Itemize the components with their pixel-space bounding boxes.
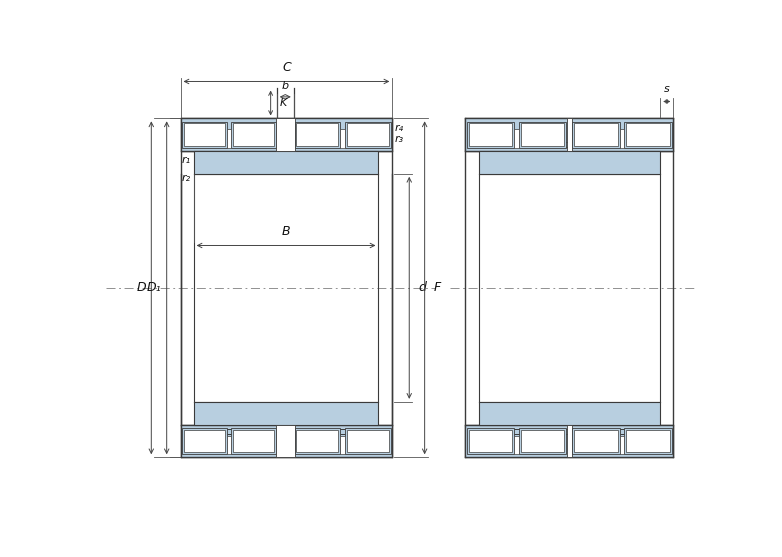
Bar [521,430,565,452]
Bar [233,430,274,452]
Bar [182,121,227,148]
Bar [620,436,625,454]
Text: r₁: r₁ [181,155,191,165]
Bar [345,121,391,148]
Bar [521,124,565,146]
Text: C: C [282,61,291,74]
Bar [182,428,227,454]
Bar [479,141,660,147]
Bar [465,119,673,151]
Bar [231,121,276,148]
Bar [194,402,378,425]
Bar [181,119,393,151]
Text: r₄: r₄ [395,123,404,133]
Bar [465,425,673,457]
Bar [519,428,566,454]
Bar [575,430,618,452]
Bar [572,428,620,454]
Text: K: K [280,98,287,108]
Bar [184,124,225,146]
Text: D₁: D₁ [147,281,161,294]
Text: F: F [434,281,441,294]
Text: r₃: r₃ [395,134,404,144]
Bar [227,129,231,148]
Bar [194,429,378,434]
Bar [567,425,572,457]
Text: r₂: r₂ [181,173,191,183]
Bar [347,124,389,146]
Bar [181,425,393,457]
Bar [347,430,389,452]
Bar [340,129,345,148]
Bar [296,124,339,146]
Bar [626,430,670,452]
Bar [276,119,295,151]
Bar [296,430,339,452]
Bar [227,436,231,454]
Bar [575,124,618,146]
Bar [194,151,378,174]
Text: d: d [418,281,426,294]
Bar [233,124,274,146]
Bar [626,124,670,146]
Bar [519,121,566,148]
Bar [625,428,672,454]
Bar [469,124,512,146]
Bar [467,428,515,454]
Bar [194,141,378,147]
Bar [469,430,512,452]
Bar [479,402,660,425]
Bar [479,151,660,174]
Bar [625,121,672,148]
Bar [572,121,620,148]
Bar [231,428,276,454]
Bar [479,429,660,434]
Bar [184,430,225,452]
Text: D: D [136,281,146,294]
Text: s: s [664,84,669,94]
Text: B: B [282,225,290,238]
Text: b: b [282,81,289,91]
Bar [340,436,345,454]
Bar [276,425,295,457]
Bar [345,428,391,454]
Bar [620,129,625,148]
Bar [515,129,519,148]
Bar [567,119,572,151]
Bar [467,121,515,148]
Bar [295,428,340,454]
Bar [295,121,340,148]
Bar [515,436,519,454]
